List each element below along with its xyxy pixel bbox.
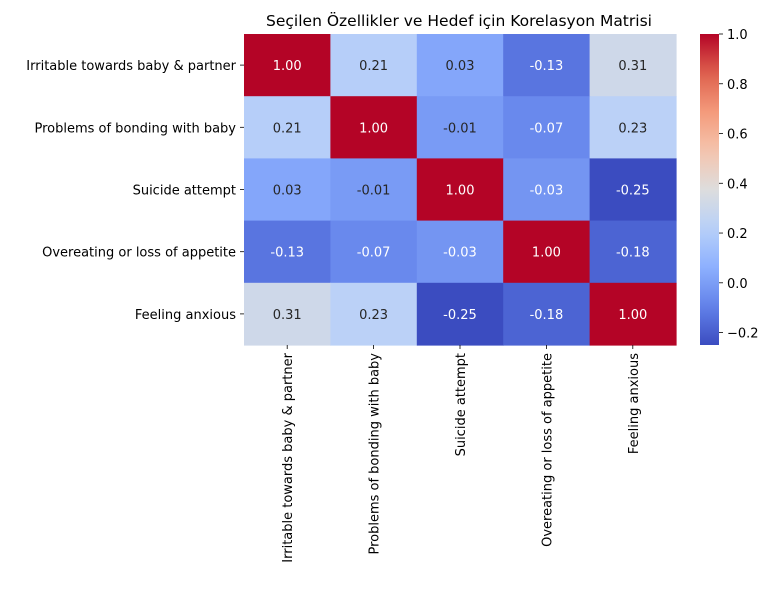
- cell-value-label: -0.07: [530, 121, 564, 136]
- cell-value-label: -0.25: [443, 308, 477, 323]
- heatmap-cell: [589, 96, 677, 159]
- heatmap-cell: [503, 34, 591, 97]
- row-tick-label: Feeling anxious: [135, 308, 236, 323]
- heatmap-cells: 1.00 0.21 0.03 -0.13 0.31 0.21 1.00 -0.01 -0.07 0…: [244, 34, 677, 346]
- heatmap-cell: [244, 282, 331, 346]
- column-tick-labels: Irritable towards baby & partner Problems…: [281, 345, 642, 563]
- cell-value-label: 0.21: [359, 59, 388, 74]
- cell-value-label: 1.00: [273, 59, 302, 74]
- heatmap-cell: [503, 158, 591, 222]
- heatmap-cell: [416, 220, 504, 284]
- heatmap-cell: [416, 34, 504, 97]
- cell-value-label: 0.21: [273, 121, 302, 136]
- cell-value-label: 0.23: [618, 121, 647, 136]
- colorbar-tick-label: 0.8: [727, 78, 748, 93]
- heatmap-cell: [330, 220, 418, 284]
- cell-value-label: -0.03: [443, 246, 477, 261]
- colorbar-tick-label: 0.6: [727, 128, 748, 143]
- row-tick-label: Suicide attempt: [133, 184, 236, 199]
- heatmap-cell: [330, 96, 418, 159]
- cell-value-label: -0.01: [443, 121, 477, 136]
- cell-value-label: -0.01: [357, 184, 391, 199]
- heatmap-cell: [244, 96, 331, 159]
- heatmap-cell: [589, 34, 677, 97]
- column-tick-label: Suicide attempt: [454, 353, 469, 456]
- row-tick-label: Problems of bonding with baby: [34, 121, 236, 136]
- cell-value-label: -0.18: [616, 246, 650, 261]
- row-tick-labels: Irritable towards baby & partner Problems…: [26, 59, 244, 323]
- cell-value-label: 1.00: [532, 246, 561, 261]
- cell-value-label: -0.25: [616, 184, 650, 199]
- column-tick-label: Overeating or loss of appetite: [540, 353, 555, 547]
- heatmap-cell: [589, 282, 677, 346]
- colorbar-gradient: [700, 34, 719, 345]
- heatmap-cell: [503, 220, 591, 284]
- heatmap-cell: [589, 220, 677, 284]
- heatmap-cell: [416, 96, 504, 159]
- cell-value-label: 0.31: [618, 59, 647, 74]
- cell-value-label: 0.03: [446, 59, 475, 74]
- colorbar-tick-label: 0.2: [727, 227, 748, 242]
- cell-value-label: 1.00: [446, 184, 475, 199]
- heatmap-cell: [330, 282, 418, 346]
- heatmap-cell: [244, 158, 331, 222]
- heatmap-cell: [503, 282, 591, 346]
- colorbar-ticks: −0.2 0.0 0.2 0.4 0.6 0.8 1.0: [719, 28, 759, 342]
- heatmap-cell: [330, 158, 418, 222]
- colorbar-tick-label: 0.4: [727, 177, 748, 192]
- chart-title: Seçilen Özellikler ve Hedef için Korelas…: [266, 11, 652, 30]
- colorbar: −0.2 0.0 0.2 0.4 0.6 0.8 1.0: [700, 28, 759, 345]
- heatmap-cell: [330, 34, 418, 97]
- heatmap-cell: [589, 158, 677, 222]
- colorbar-tick-label: 1.0: [727, 28, 748, 43]
- column-tick-label: Feeling anxious: [627, 353, 642, 454]
- column-tick-label: Problems of bonding with baby: [368, 353, 383, 555]
- cell-value-label: -0.18: [530, 308, 564, 323]
- row-tick-label: Overeating or loss of appetite: [42, 246, 236, 261]
- heatmap-cell: [244, 220, 331, 284]
- colorbar-tick-label: 0.0: [727, 277, 748, 292]
- row-tick-label: Irritable towards baby & partner: [26, 59, 236, 74]
- cell-value-label: -0.13: [530, 59, 564, 74]
- cell-value-label: 1.00: [618, 308, 647, 323]
- heatmap-cell: [244, 34, 331, 97]
- heatmap-cell: [416, 158, 504, 222]
- cell-value-label: -0.07: [357, 246, 391, 261]
- cell-value-label: -0.13: [270, 246, 304, 261]
- cell-value-label: 0.03: [273, 184, 302, 199]
- cell-value-label: 0.23: [359, 308, 388, 323]
- cell-value-label: 0.31: [273, 308, 302, 323]
- column-tick-label: Irritable towards baby & partner: [281, 352, 296, 562]
- heatmap-cell: [503, 96, 591, 159]
- cell-value-label: -0.03: [530, 184, 564, 199]
- heatmap-cell: [416, 282, 504, 346]
- colorbar-tick-label: −0.2: [727, 327, 759, 342]
- cell-value-label: 1.00: [359, 121, 388, 136]
